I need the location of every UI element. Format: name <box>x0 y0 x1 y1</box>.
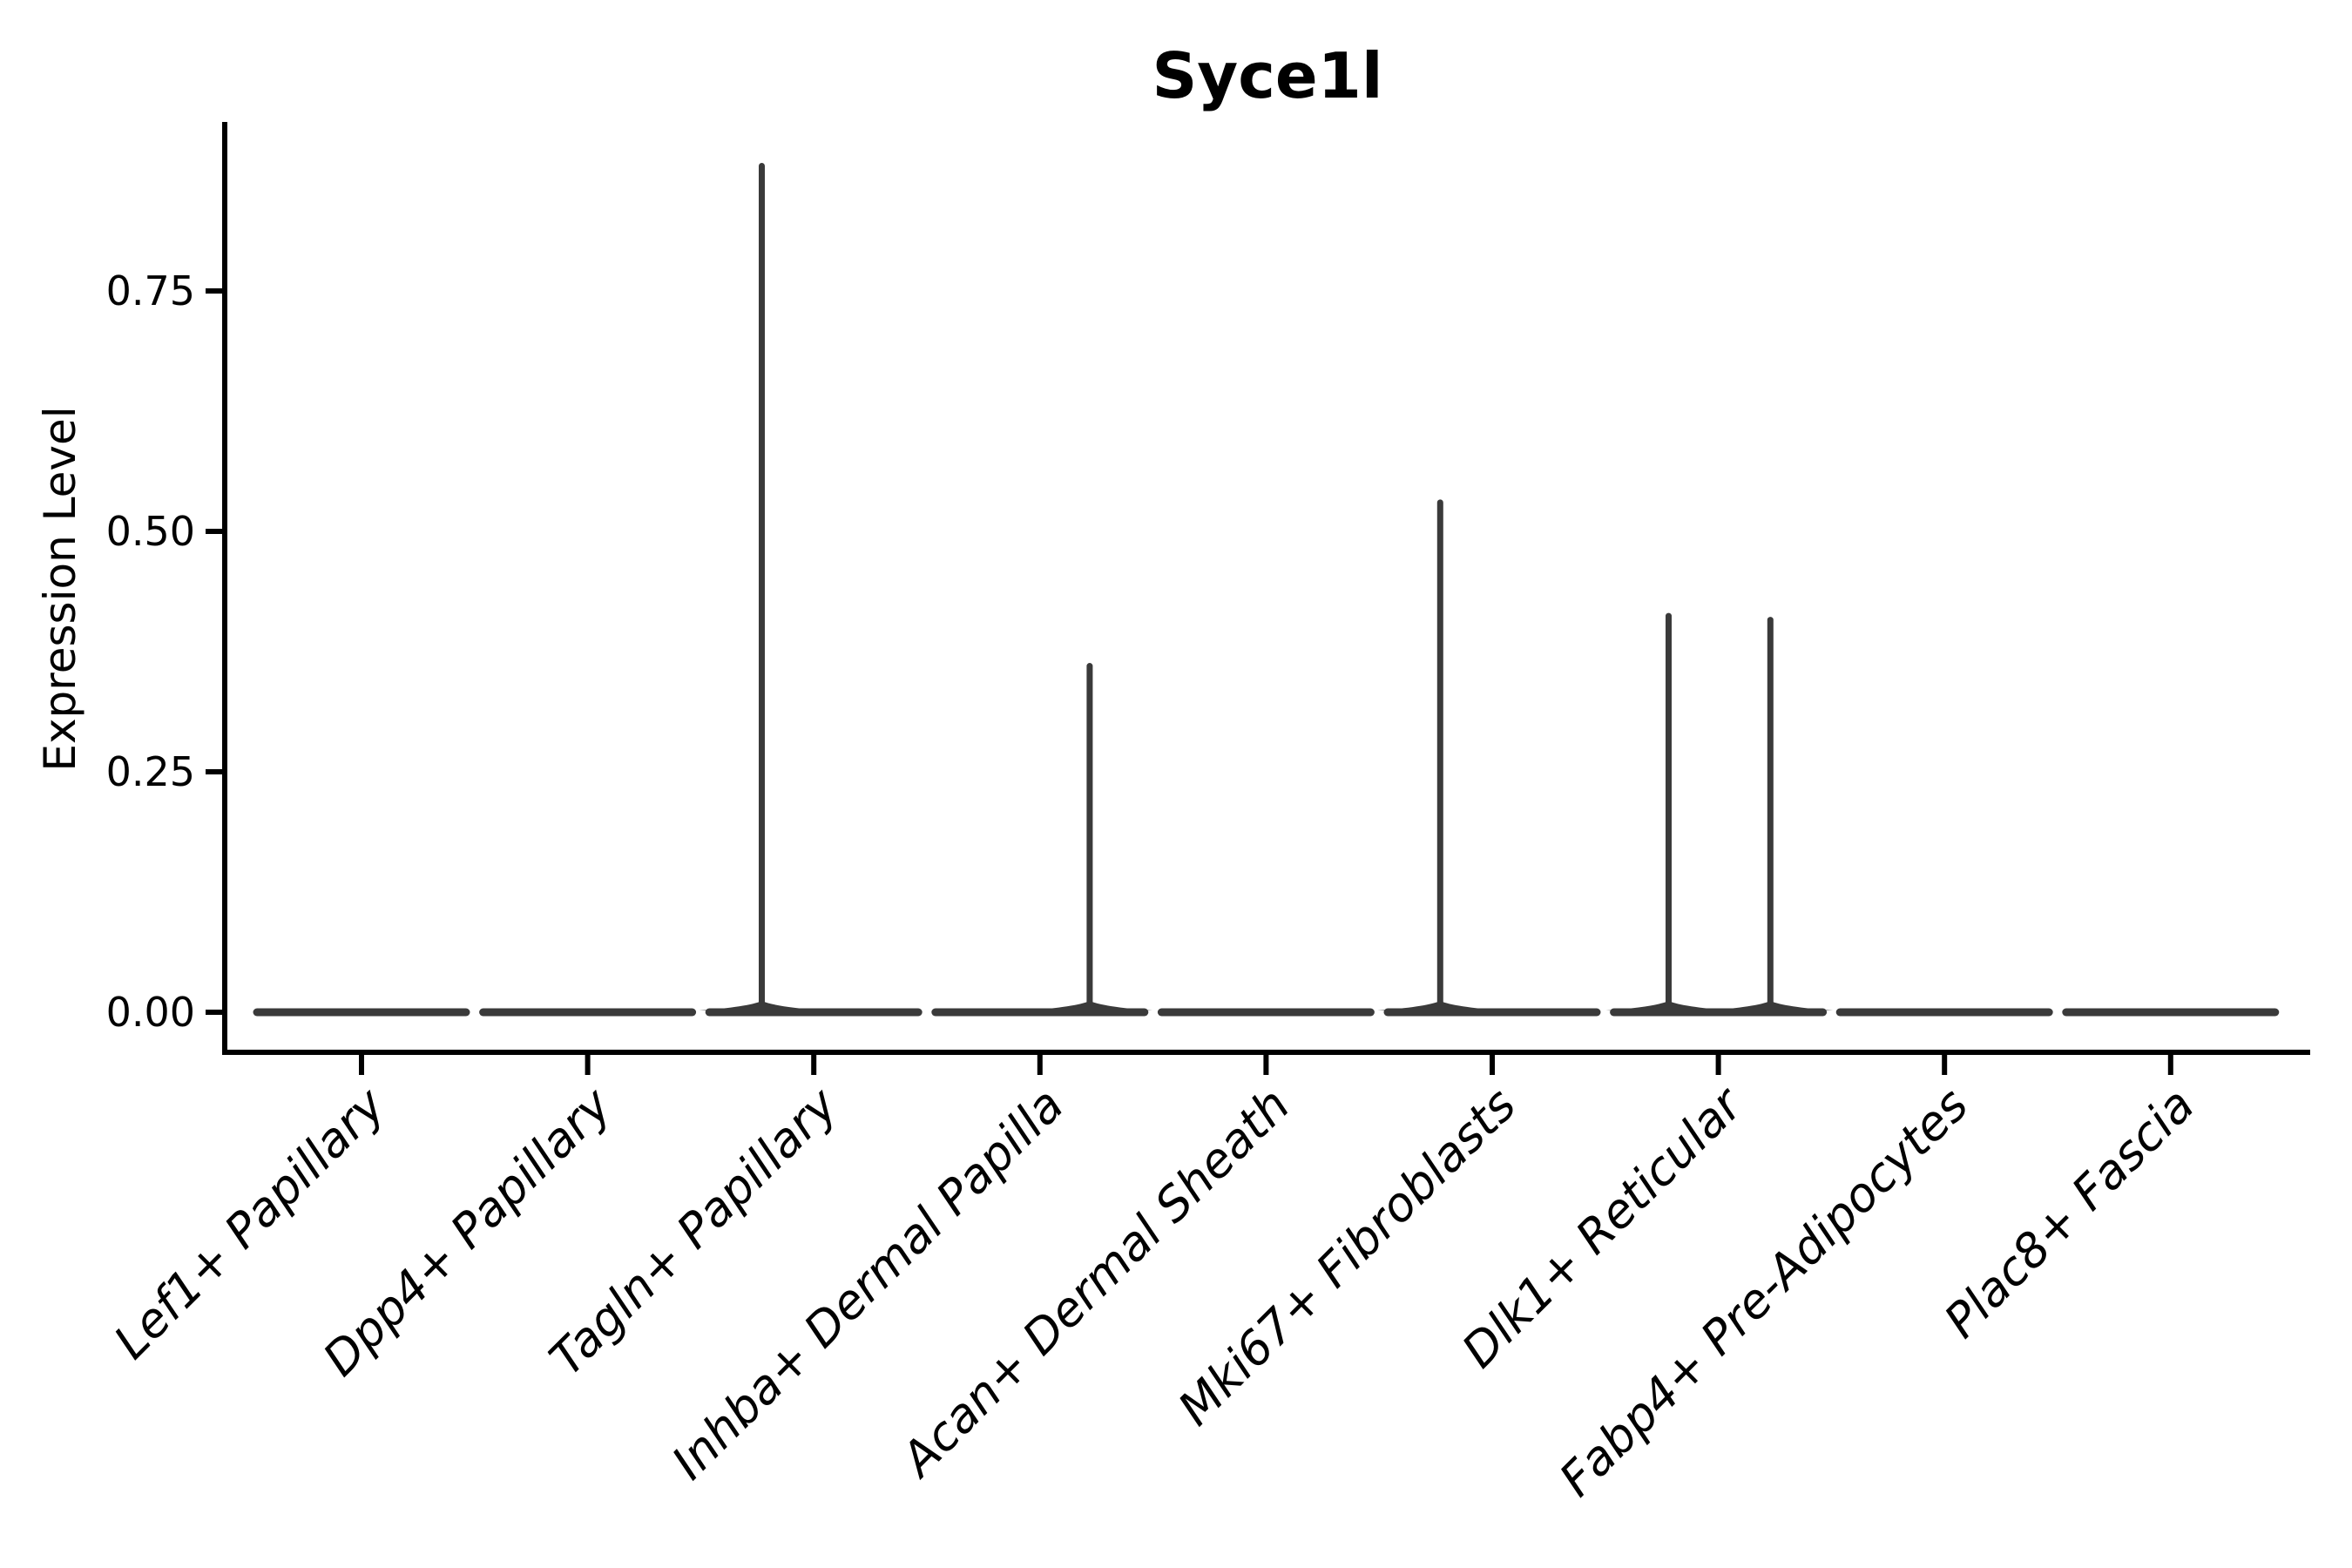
y-tick-label: 0.50 <box>106 508 195 555</box>
violin-layer <box>253 162 2280 1017</box>
violin-dlk1-reticular <box>1605 612 1834 1017</box>
violin-inhba-dermal-papilla <box>931 663 1152 1017</box>
x-tick-label-inhba-dermal-papilla: Inhba+ Dermal Papilla <box>661 1078 1074 1490</box>
y-tick-label: 0.25 <box>106 748 195 795</box>
x-tick-label-acan-dermal-sheath: Acan+ Dermal Sheath <box>889 1078 1301 1489</box>
y-tick-label: 0.75 <box>106 267 195 314</box>
chart-title: Syce1l <box>1152 39 1382 112</box>
violin-tagln-papillary <box>699 162 923 1017</box>
y-tick-label: 0.00 <box>106 989 195 1036</box>
violin-mki67-fibroblasts <box>1377 499 1601 1017</box>
x-tick-label-fabp4-pre-adipocytes: Fabp4+ Pre-Adipocytes <box>1549 1078 1978 1507</box>
y-axis-label: Expression Level <box>35 406 85 771</box>
